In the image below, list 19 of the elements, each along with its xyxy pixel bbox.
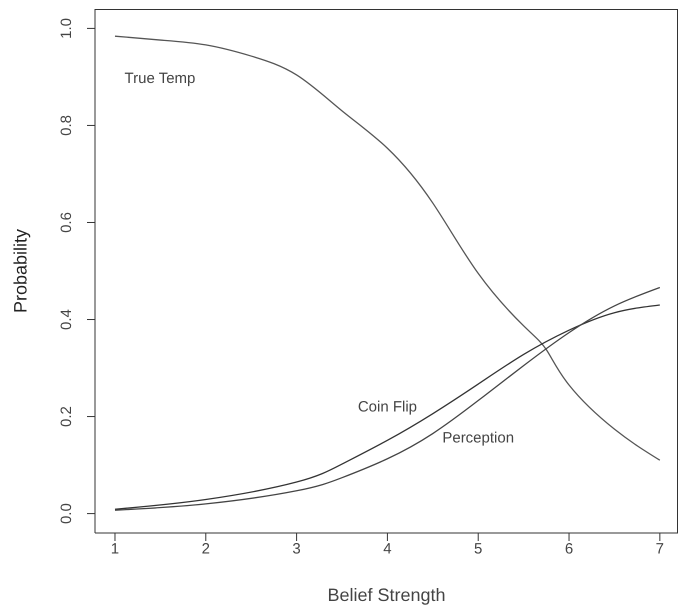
- series-label: True Temp: [124, 70, 196, 88]
- y-tick-label: 0.6: [58, 212, 75, 233]
- y-tick-label: 1.0: [58, 18, 75, 39]
- x-tick-label: 3: [292, 540, 301, 558]
- x-tick-label: 7: [656, 540, 664, 558]
- y-tick-label: 0.8: [58, 115, 75, 136]
- y-tick-label: 0.0: [58, 503, 75, 524]
- y-tick-label: 0.4: [58, 309, 75, 330]
- series-label: Perception: [442, 430, 514, 447]
- y-axis-title: Probability: [10, 228, 30, 314]
- line-series: [114, 36, 660, 461]
- x-tick-label: 2: [202, 540, 210, 558]
- x-tick-label: 6: [564, 540, 574, 558]
- x-axis-title: Belief Strength: [327, 585, 446, 605]
- x-tick-label: 5: [474, 540, 482, 558]
- y-tick-label: 0.2: [58, 406, 75, 427]
- x-tick-label: 4: [383, 540, 392, 558]
- series-label: Coin Flip: [358, 398, 417, 416]
- x-tick-label: 1: [110, 540, 120, 558]
